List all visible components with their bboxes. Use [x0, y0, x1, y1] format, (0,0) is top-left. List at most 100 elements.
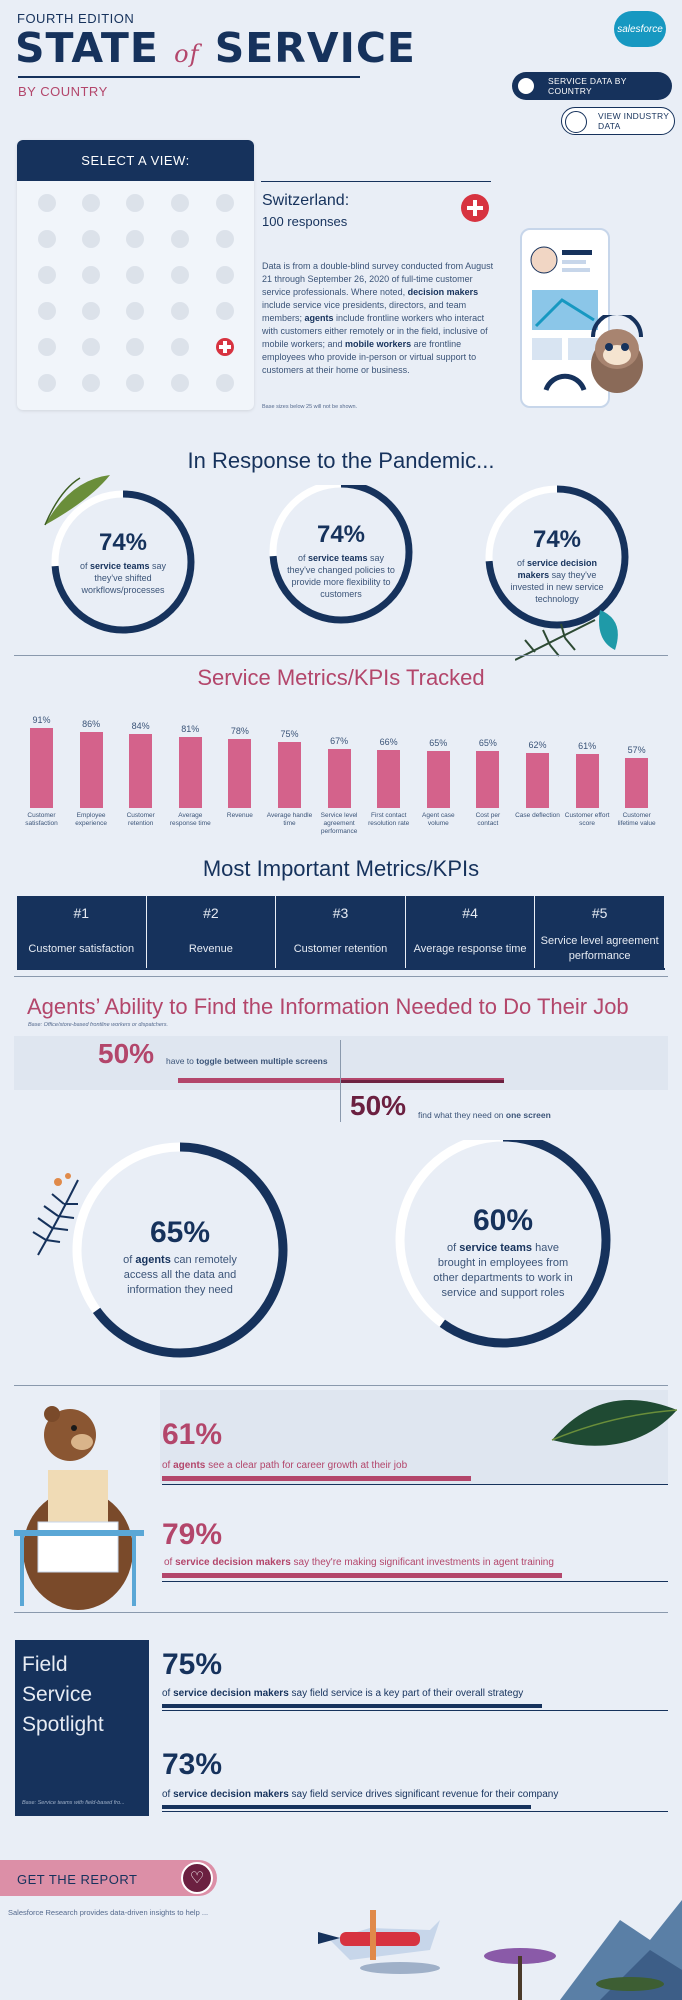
country-flag-icon[interactable] — [171, 374, 189, 392]
kpi-title: Service Metrics/KPIs Tracked — [197, 665, 485, 690]
country-flag-icon[interactable] — [38, 230, 56, 248]
service-data-by-country-button[interactable]: SERVICE DATA BY COUNTRY — [512, 72, 672, 100]
country-flag-icon[interactable] — [38, 374, 56, 392]
kpi-category-label: Customer satisfaction — [25, 812, 58, 827]
kpi-category-label: Revenue — [226, 812, 253, 819]
country-flag-icon[interactable] — [216, 266, 234, 284]
country-flag-icon[interactable] — [82, 194, 100, 212]
edition-label: FOURTH EDITION — [17, 11, 135, 26]
top-metric-rank: #4 — [462, 905, 478, 921]
kpi-bar-value: 62% — [528, 740, 547, 751]
country-flag-icon[interactable] — [171, 266, 189, 284]
country-name: Switzerland: — [262, 192, 350, 209]
country-flag-icon[interactable] — [126, 194, 144, 212]
country-flag-icon[interactable] — [82, 266, 100, 284]
country-flag-icon[interactable] — [171, 302, 189, 320]
kpi-bar-value: 67% — [330, 736, 349, 747]
kpi-bar-value: 61% — [578, 741, 597, 752]
toggle-pre: have to — [166, 1056, 197, 1066]
one-bold: one screen — [505, 1110, 551, 1120]
kpi-bar — [178, 736, 202, 808]
kpi-category-label: Customer lifetime value — [617, 812, 656, 827]
agents-ring-2-fill — [395, 1140, 611, 1348]
stat-post: say field service is a key part of their… — [288, 1688, 524, 1699]
country-flag-icon[interactable] — [126, 374, 144, 392]
country-flag-icon[interactable] — [38, 266, 56, 284]
intro-text-4: are frontline employees who provide in-p… — [262, 339, 477, 375]
kpi-bar — [575, 754, 599, 808]
kpi-bar — [625, 757, 649, 808]
stat-pre: of — [297, 553, 308, 563]
top-metric-name: Average response time — [413, 942, 527, 955]
top-metric-name: Revenue — [188, 942, 233, 955]
stat-bold: service teams — [89, 561, 150, 571]
view-industry-data-button[interactable]: VIEW INDUSTRY DATA — [561, 107, 675, 135]
country-flag-icon[interactable] — [82, 230, 100, 248]
stat-pct: 65% — [149, 1216, 211, 1249]
intro-bold-3: mobile workers — [345, 339, 412, 349]
country-flag-icon[interactable] — [126, 230, 144, 248]
kpi-bar-value: 81% — [181, 723, 200, 734]
section-divider — [14, 655, 668, 656]
astro-mascot-illustration — [591, 315, 643, 393]
fs-strategy-pct: 75% — [162, 1648, 223, 1681]
kpi-bar-value: 66% — [379, 736, 398, 747]
kpi-category-label: Agent case volume — [422, 812, 455, 827]
top-metric-rank: #2 — [203, 905, 219, 921]
country-flag-icon[interactable] — [82, 338, 100, 356]
kpi-category-label: Average handle time — [266, 812, 313, 827]
stat-bold: service decision makers — [173, 1688, 289, 1699]
stat-bold: service teams — [459, 1242, 533, 1254]
fs-strategy-bar — [162, 1704, 542, 1708]
get-the-report-button[interactable] — [0, 1860, 217, 1896]
country-flag-icon[interactable] — [126, 302, 144, 320]
kpi-bar — [30, 727, 53, 808]
stat-pre: of — [79, 561, 90, 571]
top-metric-rank: #3 — [332, 905, 349, 921]
country-flag-icon[interactable] — [38, 194, 56, 212]
stat-bold: agents — [173, 1460, 206, 1471]
stat-post: say they've changed policies to provide … — [287, 553, 395, 599]
country-flag-icon[interactable] — [126, 266, 144, 284]
country-flag-icon[interactable] — [126, 338, 144, 356]
page-subtitle: BY COUNTRY — [18, 84, 108, 99]
fs-revenue-text: of service decision makers say field ser… — [162, 1789, 558, 1800]
footer-description: Salesforce Research provides data-driven… — [8, 1908, 209, 1917]
country-flag-icon[interactable] — [171, 194, 189, 212]
kpi-bar-value: 75% — [280, 729, 299, 739]
intro-text-2: include service vice presidents, directo… — [262, 300, 467, 323]
country-flag-icon[interactable] — [216, 374, 234, 392]
stat-pre: of — [164, 1557, 176, 1568]
intro-bold-1: decision makers — [407, 287, 479, 297]
stat-bold: service decision makers — [175, 1557, 291, 1568]
kpi-bar — [426, 750, 450, 808]
kpi-bar — [327, 749, 351, 808]
country-flag-icon[interactable] — [82, 374, 100, 392]
stat-bold: service teams — [307, 553, 368, 563]
career-rule — [162, 1581, 668, 1582]
pandemic-title: In Response to the Pandemic... — [187, 448, 495, 473]
fs-revenue-bar — [162, 1805, 532, 1809]
country-flag-icon[interactable] — [38, 338, 56, 356]
country-flag-icon[interactable] — [216, 194, 234, 212]
training-investment-text: of service decision makers say they're m… — [164, 1557, 554, 1568]
top-metric-name: Customer satisfaction — [28, 942, 135, 955]
section-divider — [14, 1612, 668, 1613]
country-flag-icon[interactable] — [216, 302, 234, 320]
stat-pre: of — [516, 558, 527, 568]
switzerland-flag-icon[interactable] — [216, 338, 234, 356]
top-metric-cell: #1 Customer satisfaction — [17, 896, 146, 968]
top-metric-name: Customer retention — [293, 942, 388, 955]
toggle-screens-pct: 50% — [98, 1038, 155, 1069]
country-flag-icon[interactable] — [38, 302, 56, 320]
fs-rule — [162, 1811, 668, 1812]
country-flag-icon[interactable] — [171, 230, 189, 248]
country-flag-icon[interactable] — [82, 302, 100, 320]
toggle-bold: toggle between multiple screens — [196, 1056, 328, 1066]
country-flag-icon[interactable] — [216, 230, 234, 248]
kpi-bar — [228, 739, 252, 808]
country-flag-icon[interactable] — [171, 338, 189, 356]
heart-icon[interactable]: ♡ — [181, 1862, 213, 1894]
field-service-base-note: Base: Service teams with field-based fro… — [22, 1800, 125, 1806]
intro-text-1: Data is from a double-blind survey condu… — [262, 261, 494, 297]
